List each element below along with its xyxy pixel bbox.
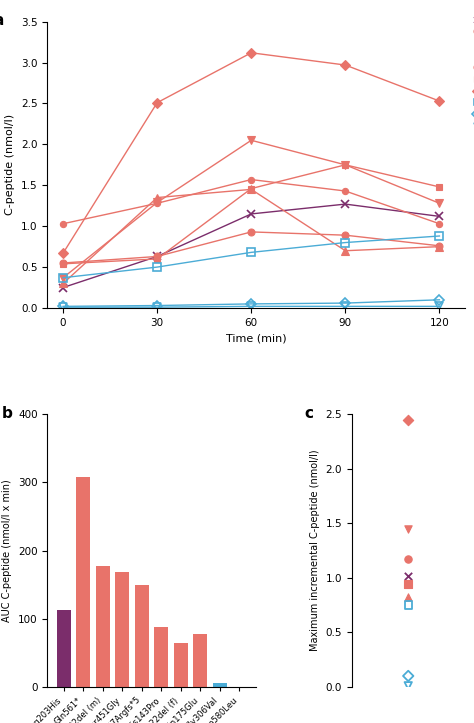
Bar (115, 573, 129, 687)
Bar (174, 643, 188, 687)
Point (404, 414, 412, 425)
Bar (57, 609, 71, 687)
Bar (96, 565, 110, 687)
Point (404, 591, 412, 603)
Point (404, 680, 412, 691)
Bar (135, 585, 149, 687)
Bar (154, 627, 168, 687)
Bar (213, 683, 227, 687)
X-axis label: Time (min): Time (min) (226, 333, 286, 343)
Y-axis label: AUC C-peptide (nmol/l x min): AUC C-peptide (nmol/l x min) (2, 479, 12, 622)
Legend: Arg203His, His143Pro, Lys222del (f), Lys222del (m), Ser451Gly, Thr547Argfs*5, Gl: Arg203His, His143Pro, Lys222del (f), Lys… (473, 16, 474, 132)
Bar (76, 477, 91, 687)
Y-axis label: Maximum incremental C-peptide (nmol/l): Maximum incremental C-peptide (nmol/l) (310, 450, 320, 651)
Text: a: a (0, 13, 3, 28)
Y-axis label: C-peptide (nmol/l): C-peptide (nmol/l) (6, 114, 16, 215)
Point (404, 570, 412, 581)
Point (404, 523, 412, 534)
Text: b: b (1, 406, 12, 421)
Point (404, 599, 412, 611)
Point (404, 554, 412, 565)
Point (404, 670, 412, 682)
Point (404, 578, 412, 590)
Bar (193, 633, 207, 687)
Text: c: c (305, 406, 314, 421)
